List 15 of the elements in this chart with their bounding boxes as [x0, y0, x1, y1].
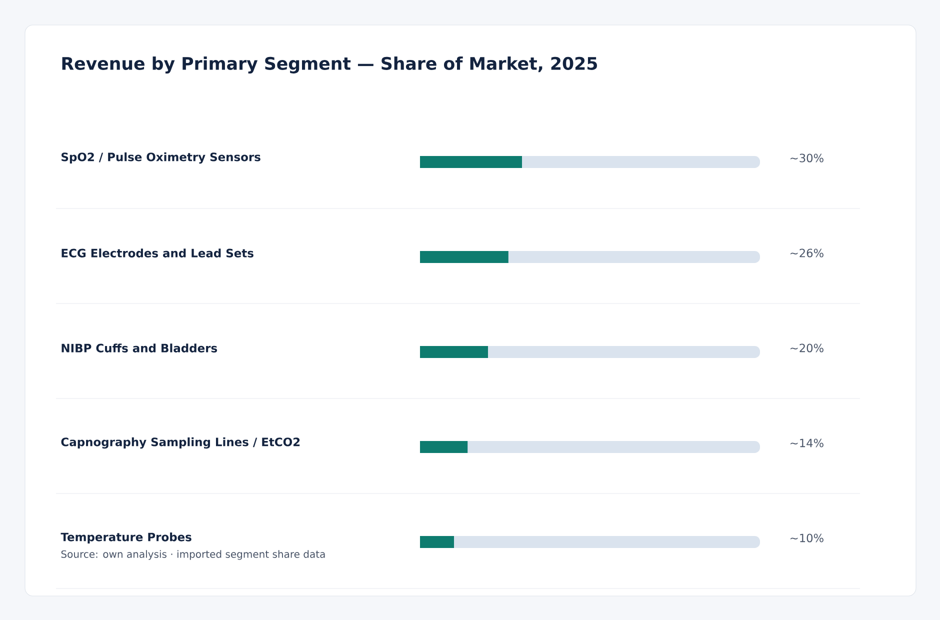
y-tick-label: ECG Electrodes and Lead Sets: [62, 248, 254, 258]
y-tick-label: Capnography Sampling Lines / EtCO2: [61, 437, 300, 449]
data-label: ~14%: [790, 438, 824, 448]
y-tick-label: NIBP Cuffs and Bladders: [62, 344, 218, 352]
y-tick-label: Temperature Probes: [60, 532, 192, 544]
data-label: ~10%: [790, 534, 824, 542]
data-label: ~26%: [790, 248, 824, 258]
source-note: Source: own analysis · imported segment share data: [61, 550, 325, 560]
bar: [420, 536, 454, 548]
data-label: ~30%: [790, 154, 824, 162]
bar: [420, 441, 468, 453]
chart-title: Revenue by Primary Segment — Share of Market, 2025: [62, 56, 597, 74]
bar: [420, 346, 488, 358]
y-tick-label: SpO2 / Pulse Oximetry Sensors: [62, 152, 260, 164]
data-label: ~20%: [790, 344, 824, 352]
